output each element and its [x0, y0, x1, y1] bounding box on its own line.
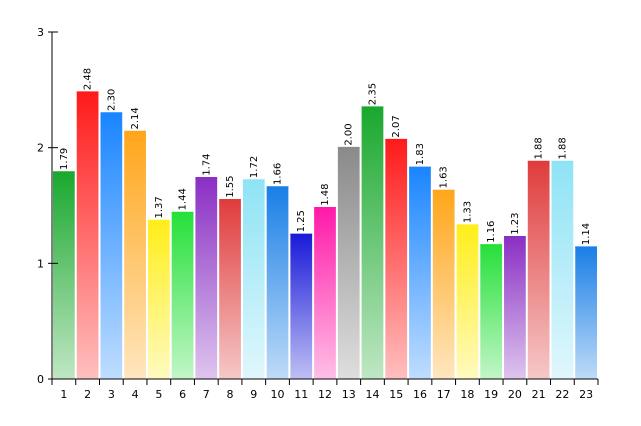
data-label: 1.55 — [225, 175, 236, 197]
x-tick-label: 14 — [365, 388, 379, 401]
bar-1 — [53, 171, 75, 379]
y-tick-label: 3 — [37, 26, 44, 39]
x-tick-label: 10 — [271, 388, 285, 401]
x-tick-label: 2 — [84, 388, 91, 401]
data-label: 1.23 — [510, 212, 521, 234]
data-label: 1.79 — [59, 148, 70, 170]
data-label: 1.44 — [178, 188, 189, 210]
bar-21 — [527, 161, 550, 379]
bar-12 — [314, 207, 336, 379]
x-tick-label: 23 — [579, 388, 593, 401]
data-label: 1.25 — [296, 210, 307, 232]
x-tick-label: 19 — [484, 388, 498, 401]
x-tick-label: 21 — [532, 388, 546, 401]
bar-22 — [551, 161, 574, 379]
bar-14 — [361, 107, 384, 380]
data-label: 2.07 — [391, 115, 402, 137]
x-tick-label: 1 — [60, 388, 67, 401]
bar-20 — [504, 236, 526, 379]
data-label: 2.48 — [83, 68, 94, 90]
data-label: 2.30 — [106, 89, 117, 111]
x-tick-label: 12 — [318, 388, 332, 401]
data-label: 1.83 — [415, 143, 426, 165]
x-tick-label: 17 — [437, 388, 451, 401]
data-label: 1.88 — [534, 137, 545, 159]
y-tick-label: 1 — [37, 257, 44, 270]
x-tick-label: 8 — [227, 388, 234, 401]
axes-group — [48, 31, 599, 385]
x-tick-label: 4 — [132, 388, 139, 401]
x-tick-label: 16 — [413, 388, 427, 401]
bar-16 — [409, 167, 431, 379]
data-label: 1.72 — [249, 156, 260, 178]
bar-19 — [480, 244, 503, 379]
bar-2 — [76, 92, 99, 380]
x-tick-label: 6 — [179, 388, 186, 401]
labels-group: 1.79 2.48 2.30 2.14 1.37 1.44 1.74 1.55 1.72 1.66… — [37, 26, 593, 401]
bar-13 — [337, 147, 360, 379]
bar-18 — [456, 225, 479, 379]
bar-3 — [100, 112, 123, 379]
x-tick-label: 22 — [555, 388, 569, 401]
bar-17 — [432, 190, 455, 379]
x-tick-label: 3 — [108, 388, 115, 401]
bar-9 — [242, 180, 265, 379]
bar-4 — [124, 131, 146, 379]
x-tick-label: 5 — [155, 388, 162, 401]
x-tick-label: 7 — [203, 388, 210, 401]
bar-6 — [171, 212, 194, 379]
x-tick-label: 15 — [389, 388, 403, 401]
x-tick-label: 11 — [294, 388, 308, 401]
data-label: 1.63 — [439, 166, 450, 188]
bar-7 — [195, 177, 218, 379]
data-label: 2.14 — [130, 107, 141, 129]
data-label: 1.14 — [581, 223, 592, 245]
data-label: 2.00 — [344, 123, 355, 145]
x-tick-label: 20 — [508, 388, 522, 401]
bar-23 — [575, 247, 597, 379]
data-label: 1.88 — [557, 137, 568, 159]
bar-5 — [147, 220, 170, 379]
bar-8 — [219, 199, 241, 379]
data-label: 1.33 — [462, 201, 473, 223]
y-tick-label: 2 — [37, 142, 44, 155]
bar-10 — [266, 186, 289, 379]
x-tick-label: 18 — [460, 388, 474, 401]
data-label: 2.35 — [367, 83, 378, 105]
data-label: 1.37 — [154, 196, 165, 218]
bar-11 — [290, 234, 313, 379]
x-tick-label: 9 — [250, 388, 257, 401]
data-label: 1.16 — [486, 221, 497, 243]
y-tick-label: 0 — [37, 373, 44, 386]
data-label: 1.74 — [201, 153, 212, 175]
bar-15 — [385, 139, 408, 379]
bars-group — [53, 91, 597, 380]
x-tick-label: 13 — [342, 388, 356, 401]
data-label: 1.48 — [320, 184, 331, 206]
data-label: 1.66 — [273, 163, 284, 185]
